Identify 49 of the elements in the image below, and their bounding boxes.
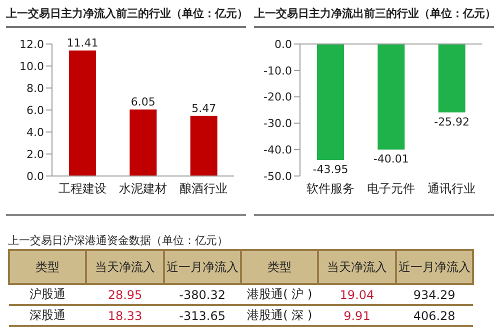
x-tick-label: 工程建设 xyxy=(58,182,106,196)
bar xyxy=(69,50,96,176)
y-tick-label: -10.0 xyxy=(264,64,292,78)
y-tick-label: 2.0 xyxy=(26,148,44,161)
text: 上一交易日沪深港通资金数据（单位：亿元） xyxy=(8,233,229,248)
y-tick-label: 0.0 xyxy=(26,170,44,183)
text: 934.29 xyxy=(413,288,456,302)
data-label: -40.01 xyxy=(373,152,409,166)
text: 406.28 xyxy=(413,308,456,322)
text: 19.04 xyxy=(340,288,374,302)
text: 9.91 xyxy=(344,308,370,322)
data-label: 5.47 xyxy=(192,102,216,115)
data-label: 6.05 xyxy=(130,95,156,108)
category-label: 当天净流入 xyxy=(318,250,396,284)
y-tick-label: 12.0 xyxy=(20,38,44,51)
category-label: 近一月净流入 xyxy=(164,250,241,284)
data-label: -43.95 xyxy=(312,163,348,176)
x-tick-label: 酿酒行业 xyxy=(180,182,228,196)
text: 深股通 xyxy=(30,308,66,322)
bar xyxy=(190,116,218,176)
y-tick-label: -40.0 xyxy=(264,144,292,157)
chart-title: 上一交易日主力净流出前三的行业（单位：亿元） xyxy=(254,6,496,28)
text: 港股通( 沪 ) xyxy=(247,287,312,301)
text: -313.65 xyxy=(179,308,226,322)
y-tick-label: 4.0 xyxy=(26,126,44,139)
y-tick-label: 8.0 xyxy=(26,82,44,95)
text: 港股通( 深 ) xyxy=(247,308,312,322)
y-tick-label: -30.0 xyxy=(264,117,292,130)
category-label: 近一月净流入 xyxy=(396,250,473,284)
x-tick-label: 软件服务 xyxy=(306,182,354,196)
category-label: 当天净流入 xyxy=(86,250,164,284)
x-tick-label: 水泥建材 xyxy=(119,182,167,196)
y-tick-label: 0.0 xyxy=(274,38,292,51)
text: -380.32 xyxy=(179,288,226,302)
data-label: 11.41 xyxy=(66,36,98,50)
x-tick-label: 电子元件 xyxy=(367,182,415,196)
x-tick-label: 通讯行业 xyxy=(428,182,476,196)
y-tick-label: -20.0 xyxy=(264,90,292,104)
bar xyxy=(130,109,157,176)
text: 18.33 xyxy=(108,308,142,322)
data-label: -25.92 xyxy=(434,115,470,128)
y-tick-label: 10.0 xyxy=(20,60,44,73)
chart-title: 上一交易日主力净流入前三的行业（单位：亿元） xyxy=(6,6,248,28)
y-tick-label: 6.0 xyxy=(26,104,44,117)
category-label: 类型 xyxy=(9,250,86,284)
text: 28.95 xyxy=(108,288,142,302)
category-label: 类型 xyxy=(240,250,318,284)
text: 沪股通 xyxy=(30,287,66,301)
y-tick-label: -50.0 xyxy=(264,170,292,183)
